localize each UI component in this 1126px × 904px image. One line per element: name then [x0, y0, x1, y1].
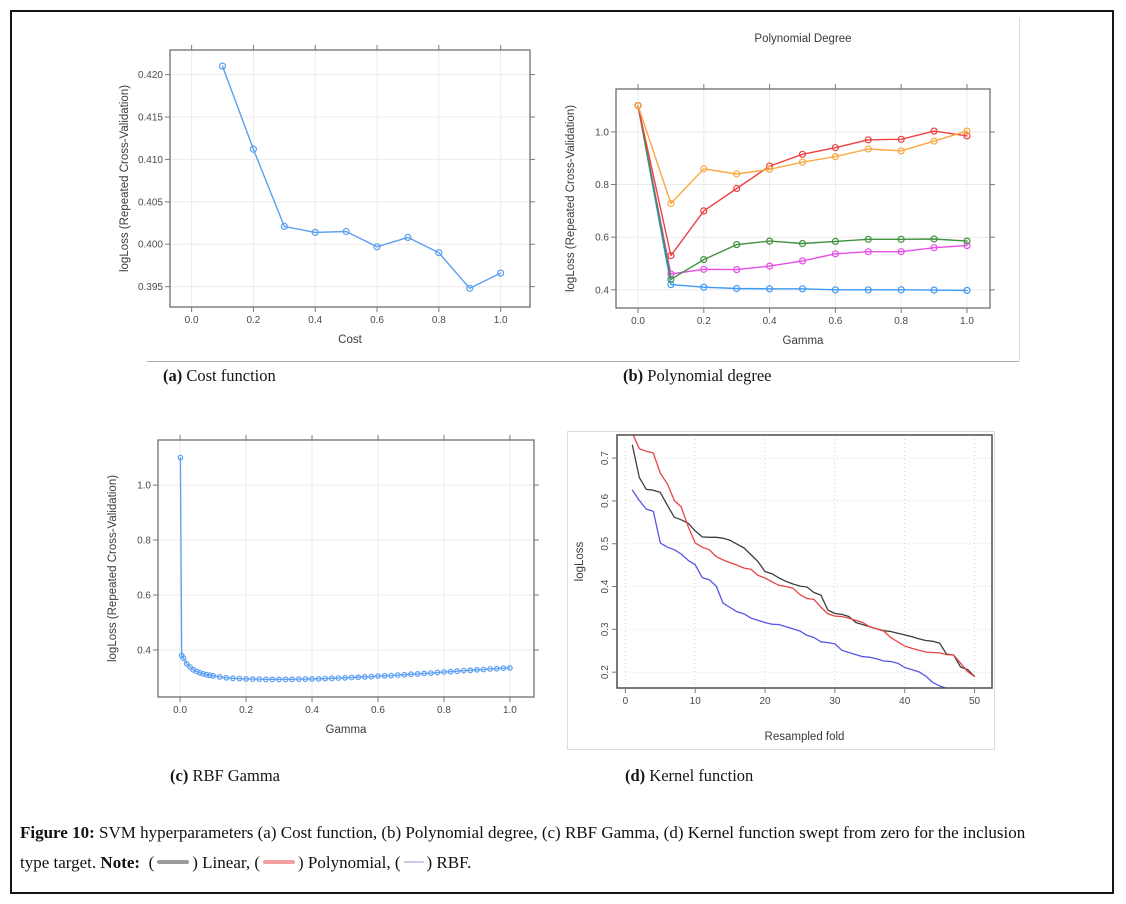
- svg-text:0.6: 0.6: [595, 233, 609, 244]
- svg-text:0.4: 0.4: [137, 645, 151, 656]
- subcaption-b-label: Polynomial degree: [647, 366, 772, 385]
- chart-d-kernel: 0 10 20 30 40 50 0.2 0.3 0.4 0.5 0.6 0.7 Resampled f…: [574, 434, 993, 743]
- figure-caption: Figure 10: SVM hyperparameters (a) Cost …: [20, 818, 1112, 878]
- svg-text:Resampled fold: Resampled fold: [765, 731, 845, 743]
- svg-text:0.4: 0.4: [595, 285, 609, 296]
- svg-text:1.0: 1.0: [960, 316, 974, 327]
- subcaption-b: (b) Polynomial degree: [623, 366, 771, 386]
- svg-text:0: 0: [623, 696, 629, 707]
- svg-text:1.0: 1.0: [503, 705, 517, 716]
- note-label: Note:: [100, 853, 141, 872]
- svg-text:0.0: 0.0: [631, 316, 645, 327]
- svg-text:0.8: 0.8: [894, 316, 908, 327]
- svg-text:0.5: 0.5: [600, 536, 611, 550]
- figure-caption-text2: type target.: [20, 853, 101, 872]
- svg-text:0.2: 0.2: [600, 665, 611, 679]
- subcaption-c-label: RBF Gamma: [192, 766, 280, 785]
- svg-text:0.6: 0.6: [600, 494, 611, 508]
- svg-text:10: 10: [690, 696, 702, 707]
- svg-text:0.3: 0.3: [600, 622, 611, 636]
- linear-legend-swatch: [157, 860, 190, 865]
- svg-text:0.6: 0.6: [371, 705, 385, 716]
- svg-text:30: 30: [829, 696, 841, 707]
- svg-text:0.8: 0.8: [595, 180, 609, 191]
- svg-text:0.2: 0.2: [697, 316, 711, 327]
- svg-text:0.405: 0.405: [138, 197, 163, 208]
- svg-text:Cost: Cost: [338, 334, 362, 346]
- figure-caption-line1: Figure 10: SVM hyperparameters (a) Cost …: [20, 818, 1112, 848]
- svg-text:0.2: 0.2: [246, 315, 260, 326]
- svg-text:0.0: 0.0: [173, 705, 187, 716]
- svg-text:0.8: 0.8: [137, 536, 151, 547]
- svg-text:0.400: 0.400: [138, 240, 163, 251]
- svg-text:0.7: 0.7: [600, 451, 611, 465]
- subcaption-a-label: Cost function: [186, 366, 276, 385]
- svg-text:0.0: 0.0: [185, 315, 199, 326]
- polynomial-legend-swatch: [263, 860, 296, 865]
- subcaption-c-tag: (c): [170, 766, 189, 785]
- svg-text:0.4: 0.4: [600, 579, 611, 593]
- svg-text:0.2: 0.2: [239, 705, 253, 716]
- svg-text:logLoss (Repeated Cross-Valida: logLoss (Repeated Cross-Validation): [565, 105, 577, 292]
- svg-text:logLoss (Repeated Cross-Valida: logLoss (Repeated Cross-Validation): [119, 85, 131, 272]
- svg-text:0.395: 0.395: [138, 282, 163, 293]
- svg-text:logLoss: logLoss: [574, 541, 586, 581]
- svg-text:0.4: 0.4: [763, 316, 777, 327]
- caption-legend: () Linear, () Polynomial, () RBF.: [148, 853, 472, 872]
- subcaption-c: (c) RBF Gamma: [170, 766, 280, 786]
- svg-text:40: 40: [899, 696, 911, 707]
- figure-caption-text: SVM hyperparameters (a) Cost function, (…: [94, 823, 1026, 842]
- panel-frame-b: [1019, 18, 1020, 361]
- svg-text:0.6: 0.6: [137, 591, 151, 602]
- panel-frame-d: [567, 431, 995, 750]
- figure-number: Figure 10:: [20, 823, 95, 842]
- row-divider-line: [147, 361, 1019, 362]
- svg-text:0.410: 0.410: [138, 155, 163, 166]
- svg-text:Gamma: Gamma: [326, 724, 368, 736]
- subcaption-a: (a) Cost function: [163, 366, 276, 386]
- chart-a-cost: 0.0 0.2 0.4 0.6 0.8 1.0 0.395 0.400 0.405 0.410 0.…: [119, 45, 535, 346]
- svg-text:1.0: 1.0: [595, 127, 609, 138]
- figure-caption-line2: type target. Note: () Linear, () Polynom…: [20, 848, 1112, 878]
- chart-c-rbf: 0.0 0.2 0.4 0.6 0.8 1.0 0.4 0.6 0.8 1.0 Gamma logLo…: [107, 435, 539, 736]
- subcaption-d: (d) Kernel function: [625, 766, 753, 786]
- svg-text:0.4: 0.4: [305, 705, 319, 716]
- svg-text:logLoss (Repeated Cross-Valida: logLoss (Repeated Cross-Validation): [107, 475, 119, 662]
- subcaption-d-tag: (d): [625, 766, 646, 785]
- svg-text:0.6: 0.6: [370, 315, 384, 326]
- svg-text:1.0: 1.0: [137, 481, 151, 492]
- svg-text:0.8: 0.8: [432, 315, 446, 326]
- svg-text:50: 50: [969, 696, 981, 707]
- svg-text:Polynomial Degree: Polynomial Degree: [754, 33, 851, 45]
- subcaption-b-tag: (b): [623, 366, 644, 385]
- subcaption-d-label: Kernel function: [649, 766, 754, 785]
- svg-text:Gamma: Gamma: [783, 335, 825, 347]
- chart-b-poly: 0.0 0.2 0.4 0.6 0.8 1.0 0.4 0.6 0.8 1.0 Gamma logLo…: [565, 33, 995, 347]
- svg-text:0.8: 0.8: [437, 705, 451, 716]
- svg-text:0.6: 0.6: [828, 316, 842, 327]
- svg-text:0.4: 0.4: [308, 315, 322, 326]
- svg-text:0.420: 0.420: [138, 70, 163, 81]
- subcaption-a-tag: (a): [163, 366, 183, 385]
- svg-text:20: 20: [759, 696, 771, 707]
- rbf-legend-swatch: [403, 861, 424, 864]
- svg-text:1.0: 1.0: [494, 315, 508, 326]
- svg-text:0.415: 0.415: [138, 113, 163, 124]
